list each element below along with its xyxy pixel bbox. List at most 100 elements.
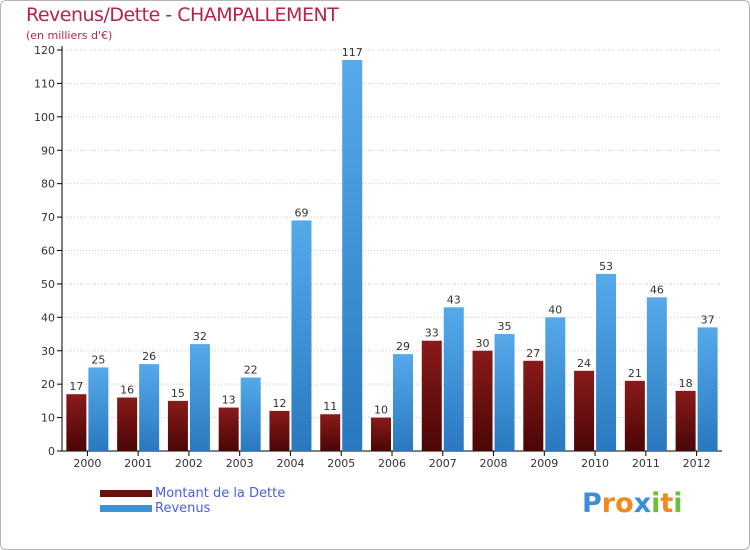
bar-revenus (189, 344, 210, 451)
value-label-revenus: 40 (548, 303, 562, 316)
bar-dette (371, 417, 391, 451)
value-label-revenus: 117 (342, 46, 363, 59)
value-label-dette: 11 (323, 400, 337, 413)
bar-layer (66, 60, 718, 452)
bar-dette (66, 394, 87, 451)
x-tick-label: 2006 (378, 457, 406, 470)
x-tick-label: 2001 (124, 457, 152, 470)
y-tick-label: 100 (34, 111, 55, 124)
value-label-revenus: 22 (244, 363, 258, 376)
bar-revenus (443, 307, 464, 451)
legend-swatch-dette (100, 490, 152, 497)
x-tick-label: 2011 (632, 457, 660, 470)
y-tick-label: 40 (41, 311, 55, 324)
legend: Montant de la Dette Revenus (100, 486, 285, 516)
x-tick-label: 2005 (327, 457, 355, 470)
bar-dette (675, 390, 696, 451)
value-label-revenus: 53 (599, 260, 613, 273)
value-label-dette: 24 (577, 357, 591, 370)
logo-letter: t (660, 488, 674, 519)
bar-dette (421, 340, 442, 451)
bar-dette (117, 397, 138, 451)
value-label-revenus: 25 (91, 353, 105, 366)
value-label-dette: 12 (272, 397, 286, 410)
logo-letter: P (582, 488, 602, 519)
logo-letter: i (651, 488, 661, 519)
chart-title: Revenus/Dette - CHAMPALLEMENT (26, 4, 339, 26)
value-label-revenus: 35 (498, 320, 512, 333)
y-tick-label: 60 (41, 245, 55, 258)
value-label-dette: 33 (425, 327, 439, 340)
value-label-revenus: 69 (294, 206, 308, 219)
x-tick-label: 2004 (276, 457, 304, 470)
bar-revenus (240, 377, 261, 451)
legend-label-revenus: Revenus (155, 501, 211, 516)
y-tick-label: 90 (41, 144, 55, 157)
bar-revenus (291, 220, 312, 451)
legend-swatch-revenus (100, 505, 152, 512)
chart-subtitle: (en milliers d'€) (26, 29, 113, 42)
y-tick-label: 120 (34, 44, 55, 57)
bar-revenus (596, 273, 617, 451)
legend-item-dette: Montant de la Dette (100, 486, 285, 501)
bar-revenus (393, 354, 413, 451)
x-tick-label: 2000 (73, 457, 101, 470)
value-label-revenus: 43 (447, 293, 461, 306)
x-tick-label: 2003 (226, 457, 254, 470)
value-label-dette: 17 (69, 380, 83, 393)
bar-dette (269, 410, 290, 451)
value-label-dette: 18 (679, 377, 693, 390)
bar-revenus (494, 334, 515, 451)
bar-dette (523, 360, 544, 451)
proxiti-logo: Proxiti (582, 488, 683, 519)
y-tick-label: 0 (48, 445, 55, 458)
x-tick-label: 2002 (175, 457, 203, 470)
y-tick-label: 50 (41, 278, 55, 291)
x-tick-label: 2009 (530, 457, 558, 470)
logo-letter: x (633, 488, 652, 519)
bar-dette (574, 370, 595, 451)
value-label-revenus: 29 (396, 340, 410, 353)
bar-revenus (342, 60, 363, 452)
y-tick-label: 110 (34, 77, 55, 90)
value-label-revenus: 46 (650, 283, 664, 296)
value-label-revenus: 26 (142, 350, 156, 363)
y-tick-label: 10 (41, 412, 55, 425)
x-tick-label: 2007 (429, 457, 457, 470)
x-tick-label: 2008 (480, 457, 508, 470)
value-label-dette: 16 (120, 384, 134, 397)
y-tick-label: 80 (41, 178, 55, 191)
bar-dette (472, 350, 493, 451)
logo-letter: o (615, 488, 634, 519)
value-label-dette: 30 (476, 337, 490, 350)
legend-item-revenus: Revenus (100, 501, 285, 516)
bar-dette (218, 407, 239, 451)
bar-revenus (545, 317, 566, 451)
y-tick-label: 70 (41, 211, 55, 224)
label-layer: 17 25 16 26 15 32 13 22 12 69 11 117 10 29 33 43 30 35 27 4… (69, 46, 714, 417)
bar-revenus (88, 367, 109, 451)
bar-revenus (139, 364, 160, 451)
x-tick-label: 2012 (683, 457, 711, 470)
logo-letter: i (673, 488, 683, 519)
value-label-dette: 21 (628, 367, 642, 380)
value-label-dette: 27 (526, 347, 540, 360)
bar-dette (167, 400, 188, 451)
value-label-dette: 15 (171, 387, 185, 400)
bar-revenus (646, 297, 667, 451)
y-tick-label: 30 (41, 345, 55, 358)
legend-label-dette: Montant de la Dette (155, 486, 286, 501)
value-label-dette: 13 (222, 394, 236, 407)
bar-dette (624, 380, 645, 451)
logo-letter: r (601, 488, 616, 519)
value-label-revenus: 32 (193, 330, 207, 343)
bar-dette (320, 414, 341, 451)
x-tick-label: 2010 (581, 457, 609, 470)
grid-layer (62, 49, 722, 419)
value-label-revenus: 37 (701, 313, 715, 326)
bar-revenus (697, 327, 718, 451)
y-tick-label: 20 (41, 378, 55, 391)
value-label-dette: 10 (374, 404, 388, 417)
